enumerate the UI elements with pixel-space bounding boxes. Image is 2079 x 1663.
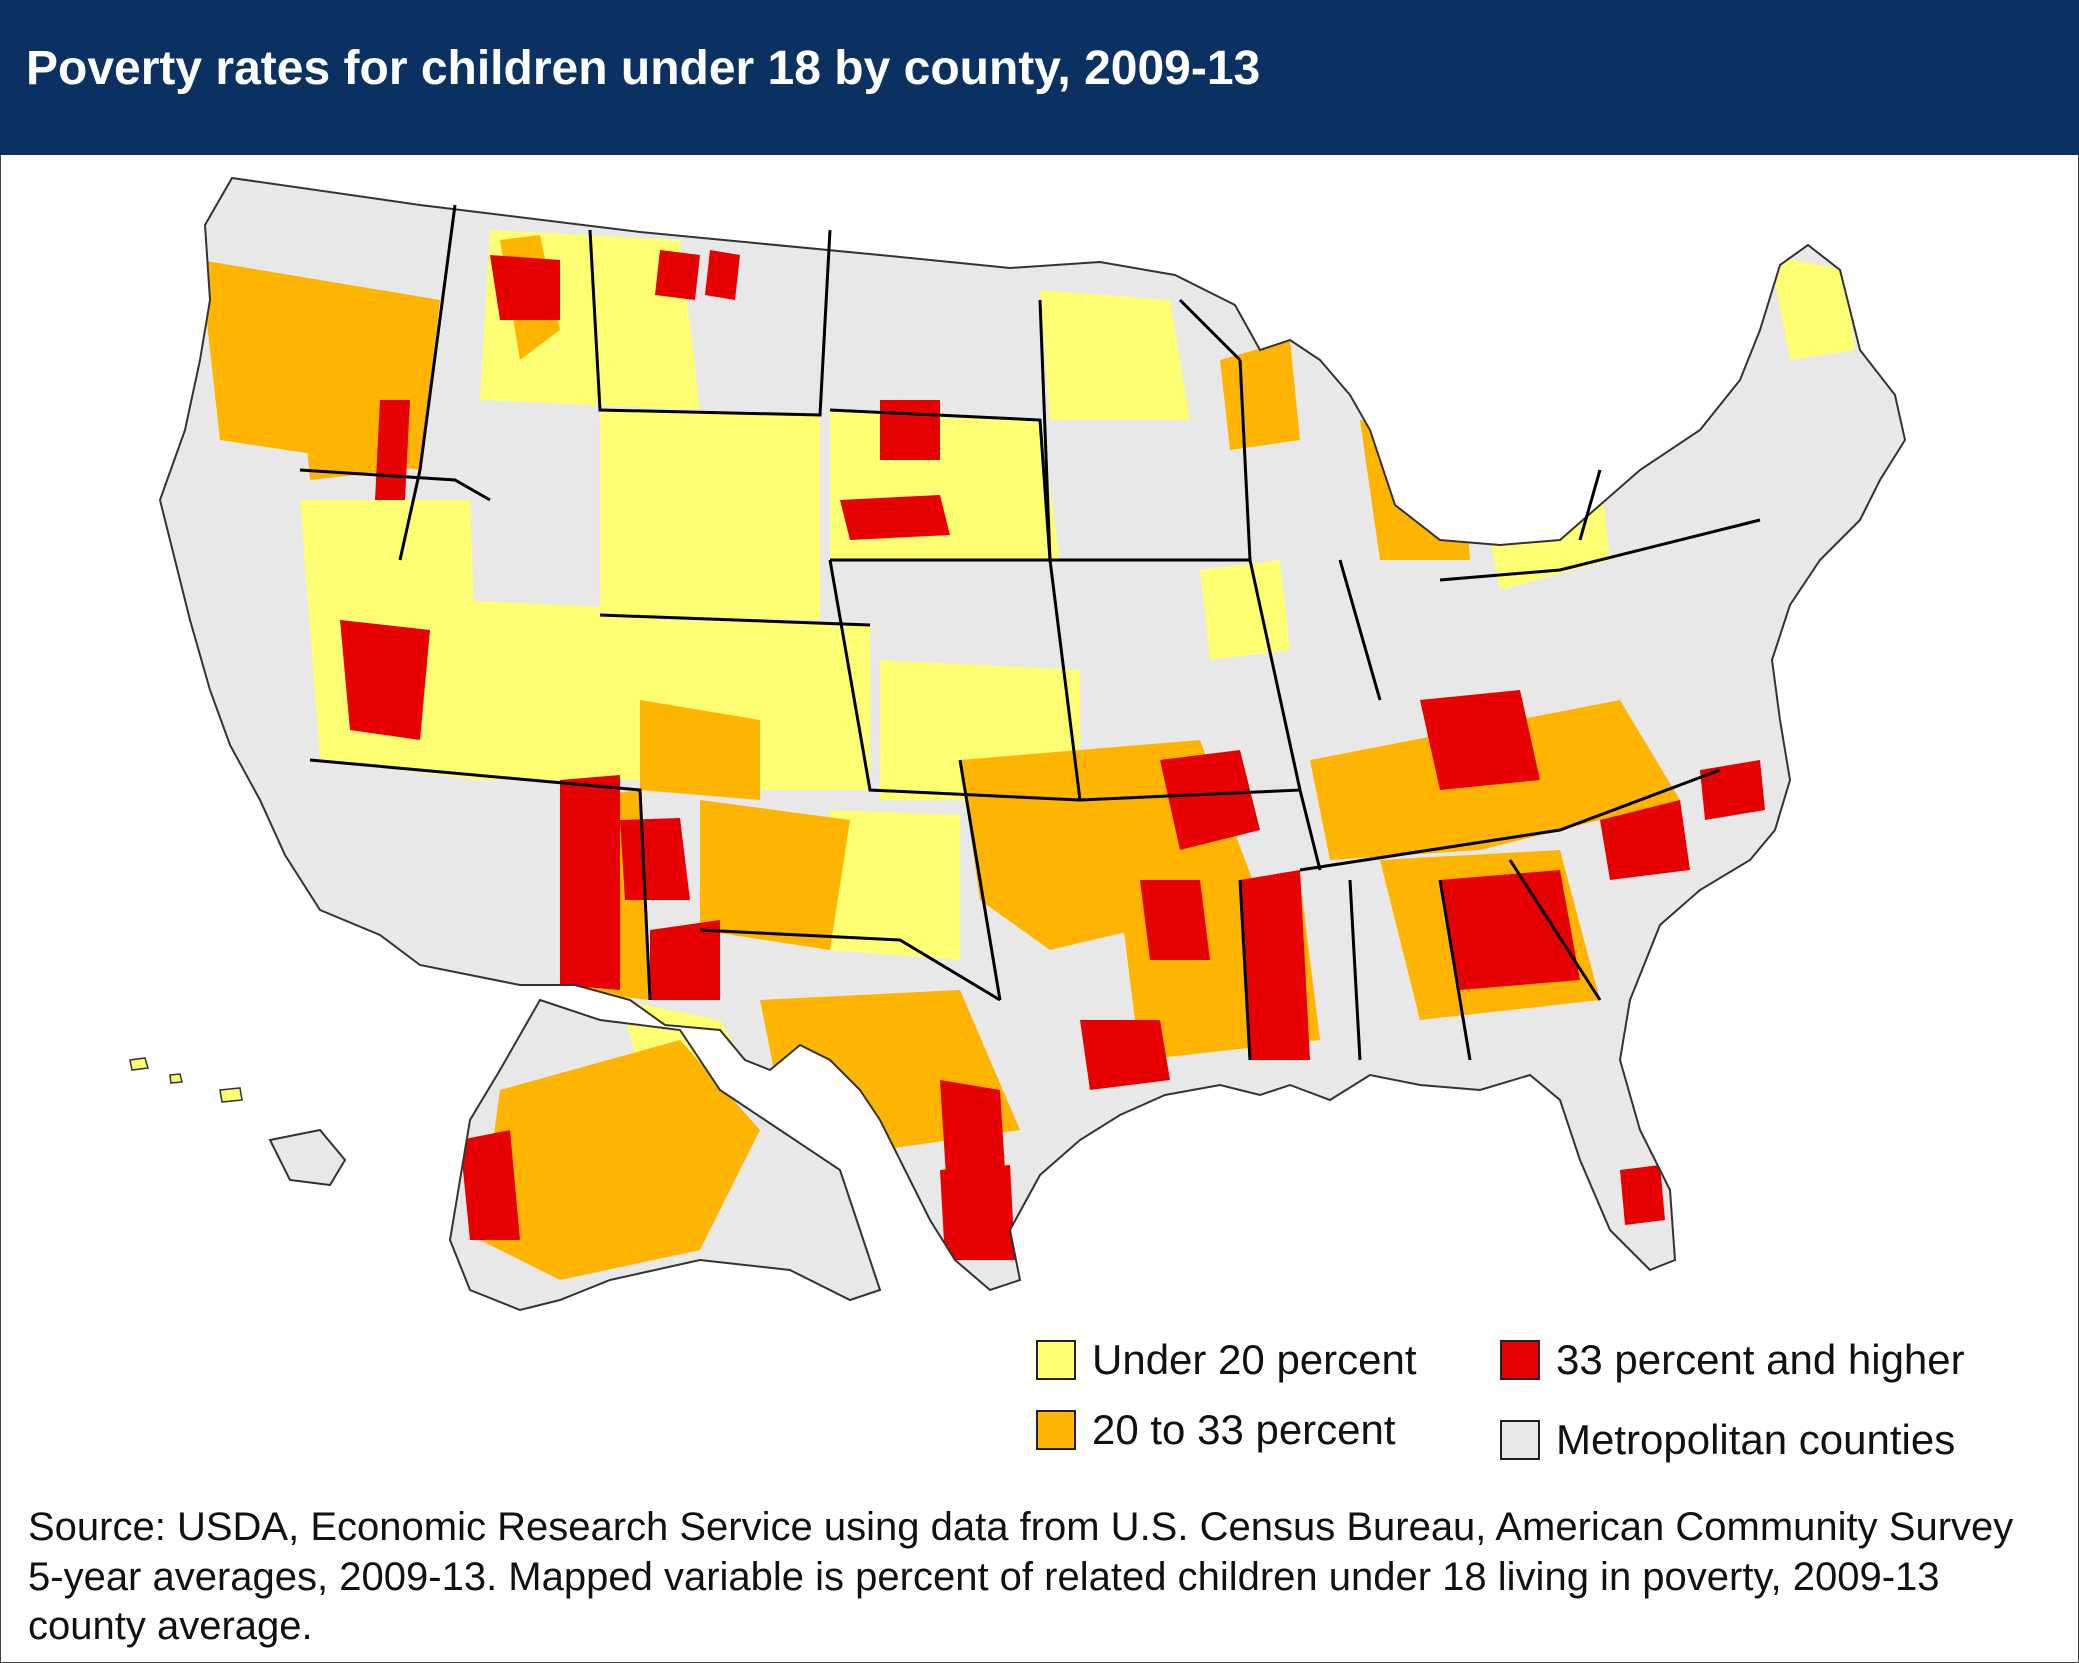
legend-label-under-20: Under 20 percent bbox=[1092, 1336, 1417, 1383]
hawaii-outline bbox=[268, 1128, 347, 1187]
hawaii-small-islands bbox=[129, 1057, 243, 1103]
source-note: Source: USDA, Economic Research Service … bbox=[28, 1505, 2014, 1649]
legend-label-20-to-33: 20 to 33 percent bbox=[1092, 1406, 1396, 1453]
legend-item-under-20: Under 20 percent bbox=[1036, 1336, 1417, 1384]
state-boundaries bbox=[299, 204, 1761, 1061]
legend-label-33-plus: 33 percent and higher bbox=[1556, 1336, 1965, 1383]
map-title: Poverty rates for children under 18 by c… bbox=[26, 42, 1261, 95]
legend-item-20-to-33: 20 to 33 percent bbox=[1036, 1406, 1396, 1454]
legend-item-33-plus: 33 percent and higher bbox=[1500, 1336, 1965, 1384]
33-plus-regions bbox=[340, 250, 1765, 1260]
legend-swatch-grey bbox=[1500, 1420, 1540, 1460]
legend-swatch-yellow bbox=[1036, 1340, 1076, 1380]
legend-swatch-red bbox=[1500, 1340, 1540, 1380]
legend-swatch-orange bbox=[1036, 1410, 1076, 1450]
us-county-poverty-map bbox=[129, 177, 1906, 1312]
title-banner: Poverty rates for children under 18 by c… bbox=[0, 0, 2079, 155]
county-fills bbox=[160, 178, 1905, 1310]
legend-item-metro: Metropolitan counties bbox=[1500, 1416, 1955, 1464]
legend-label-metro: Metropolitan counties bbox=[1556, 1416, 1956, 1463]
alaska-outline bbox=[448, 998, 882, 1312]
